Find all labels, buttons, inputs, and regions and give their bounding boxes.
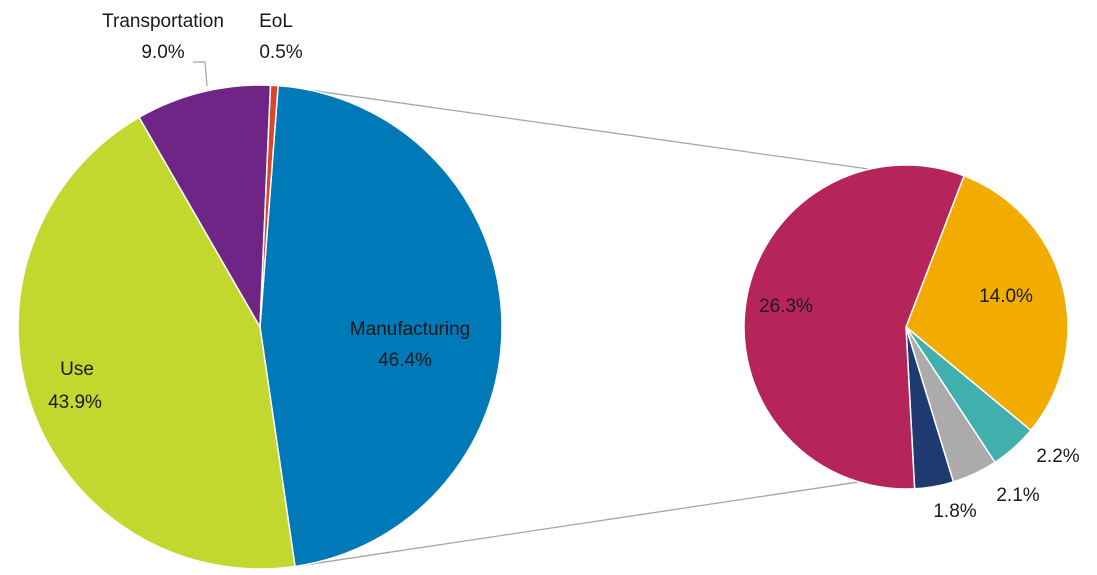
label-eol-value: 0.5% bbox=[259, 42, 302, 63]
connector-line-top bbox=[278, 85, 870, 170]
label-transportation-value: 9.0% bbox=[141, 42, 184, 63]
label-sub-1-8-value: 1.8% bbox=[933, 501, 976, 522]
data-labels: Manufacturing 46.4% Use 43.9% Transporta… bbox=[48, 11, 1080, 522]
breakdown-slice-26-3- bbox=[743, 164, 966, 490]
transportation-leader-line bbox=[193, 61, 208, 87]
main-slice-use bbox=[17, 116, 296, 570]
label-eol-name: EoL bbox=[259, 11, 293, 32]
label-sub-2-1-value: 2.1% bbox=[996, 485, 1039, 506]
label-sub-14-value: 14.0% bbox=[979, 286, 1033, 307]
label-use-value: 43.9% bbox=[48, 392, 102, 413]
label-manufacturing-value: 46.4% bbox=[378, 350, 432, 371]
connector-lines bbox=[278, 85, 870, 568]
connector-line-bottom bbox=[294, 481, 859, 568]
main-pie bbox=[17, 84, 503, 570]
label-manufacturing-name: Manufacturing bbox=[350, 319, 470, 340]
main-slice-transportation bbox=[138, 84, 272, 330]
breakdown-pie bbox=[743, 164, 1069, 490]
label-sub-2-2-value: 2.2% bbox=[1036, 446, 1079, 467]
breakdown-slice-14-0- bbox=[905, 174, 1069, 432]
main-slice-eol bbox=[259, 84, 279, 328]
main-slice-manufacturing bbox=[259, 84, 503, 568]
label-transportation-name: Transportation bbox=[102, 11, 224, 32]
label-sub-26-3-value: 26.3% bbox=[759, 296, 813, 317]
label-use-name: Use bbox=[60, 359, 94, 380]
leader-lines bbox=[193, 61, 208, 87]
